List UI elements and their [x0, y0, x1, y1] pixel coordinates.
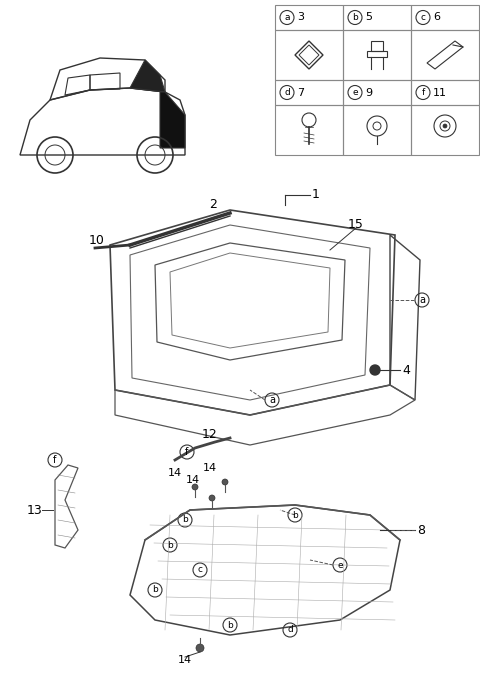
Text: 12: 12: [202, 428, 218, 441]
Circle shape: [222, 479, 228, 485]
Text: 15: 15: [348, 218, 364, 231]
Polygon shape: [130, 60, 165, 92]
Circle shape: [370, 365, 380, 375]
Bar: [275, 30, 343, 80]
Text: 7: 7: [297, 87, 304, 98]
Circle shape: [209, 495, 215, 501]
Text: b: b: [227, 620, 233, 629]
Text: b: b: [182, 515, 188, 525]
Text: e: e: [337, 561, 343, 570]
Text: c: c: [420, 13, 425, 22]
Text: e: e: [352, 88, 358, 97]
Text: 14: 14: [178, 655, 192, 665]
Text: 6: 6: [433, 12, 440, 22]
Text: a: a: [284, 13, 290, 22]
Text: 10: 10: [89, 233, 105, 247]
Bar: [411, 80, 479, 105]
Bar: [343, 5, 411, 30]
Text: b: b: [292, 511, 298, 519]
Text: d: d: [284, 88, 290, 97]
Text: d: d: [287, 626, 293, 635]
Text: 2: 2: [209, 199, 217, 212]
Circle shape: [443, 124, 447, 128]
Circle shape: [196, 644, 204, 652]
Text: 4: 4: [402, 363, 410, 376]
Text: b: b: [352, 13, 358, 22]
Text: f: f: [421, 88, 425, 97]
Text: 14: 14: [168, 468, 182, 478]
Text: 8: 8: [417, 523, 425, 536]
Text: f: f: [53, 455, 57, 465]
Text: 11: 11: [433, 87, 447, 98]
Text: c: c: [197, 565, 203, 574]
Text: b: b: [167, 540, 173, 549]
Text: 3: 3: [297, 12, 304, 22]
Text: 14: 14: [186, 475, 200, 485]
Text: a: a: [419, 295, 425, 305]
Text: a: a: [269, 395, 275, 405]
Text: 9: 9: [365, 87, 372, 98]
Text: 14: 14: [203, 463, 217, 473]
Text: 1: 1: [312, 188, 320, 201]
Bar: [343, 105, 411, 155]
Bar: [411, 30, 479, 80]
Bar: [367, 51, 387, 57]
Bar: [275, 80, 343, 105]
Circle shape: [192, 484, 198, 490]
Polygon shape: [160, 92, 185, 148]
Text: 13: 13: [26, 504, 42, 517]
Text: f: f: [185, 447, 189, 457]
Bar: [411, 5, 479, 30]
Text: 5: 5: [365, 12, 372, 22]
Bar: [275, 5, 343, 30]
Bar: [371, 41, 383, 51]
Bar: [411, 105, 479, 155]
Bar: [275, 105, 343, 155]
Text: b: b: [152, 586, 158, 595]
Bar: [343, 80, 411, 105]
Bar: [343, 30, 411, 80]
